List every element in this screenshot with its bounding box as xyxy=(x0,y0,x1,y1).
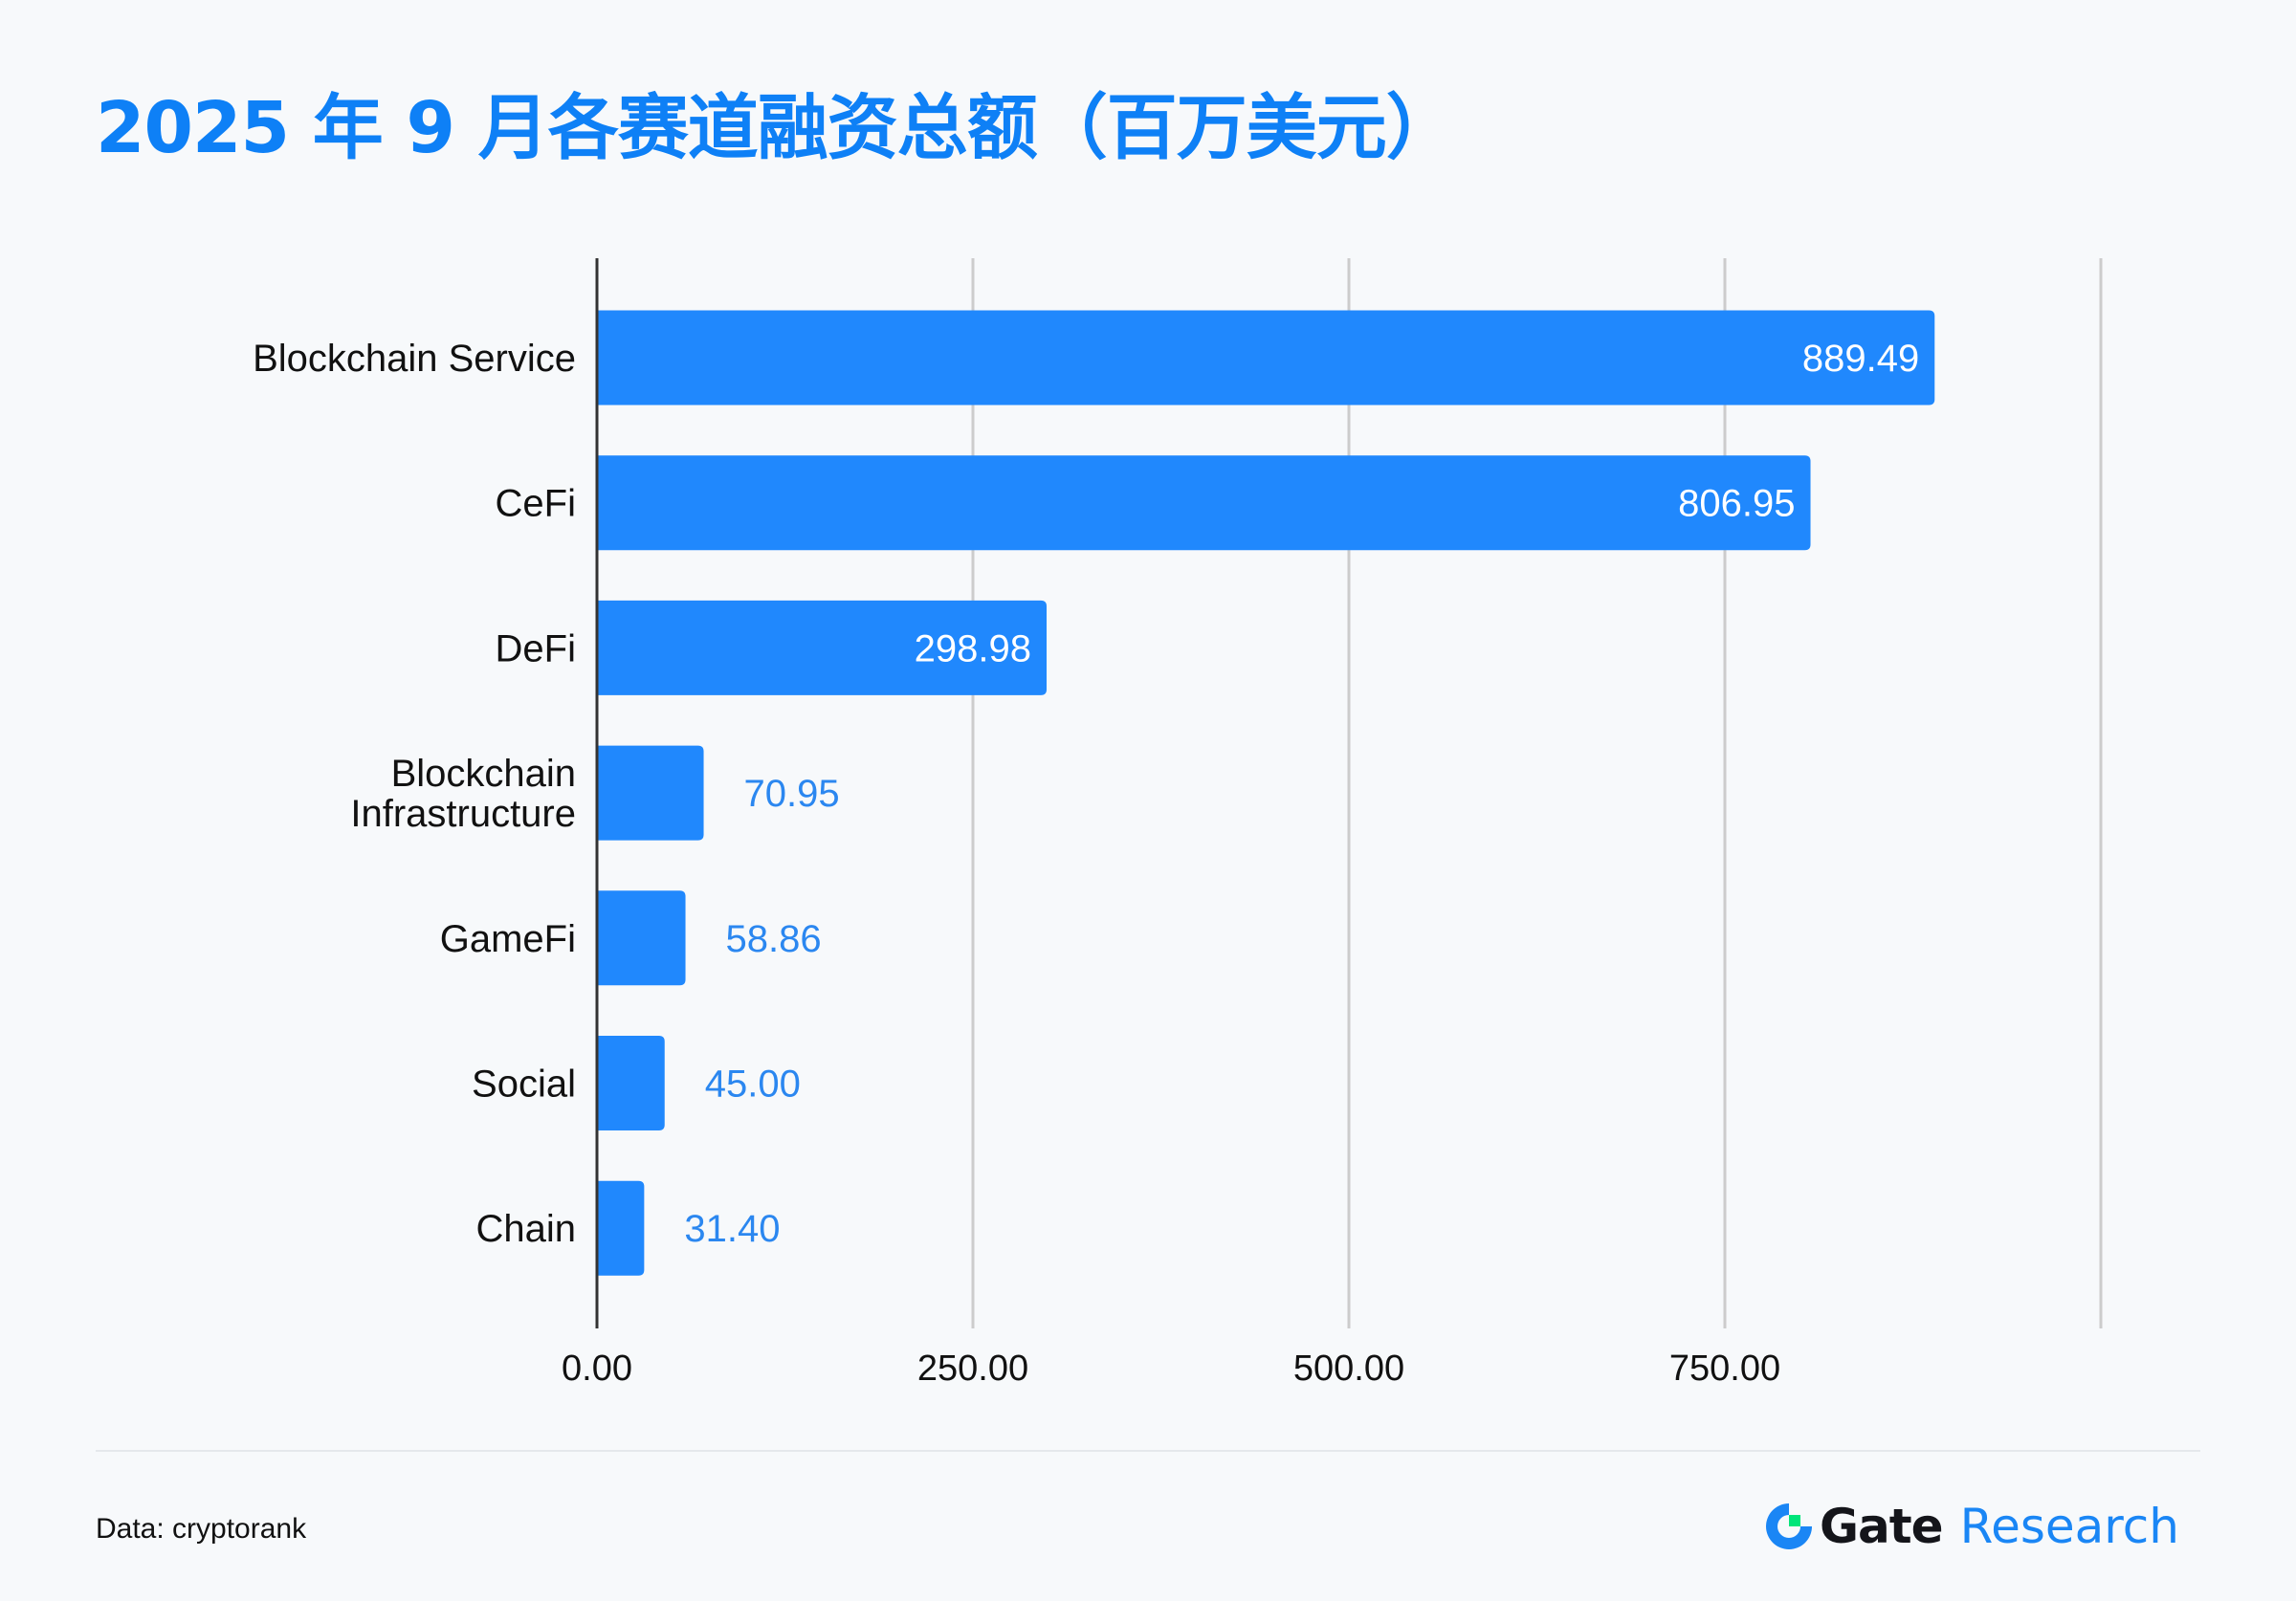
bar xyxy=(597,890,686,986)
category-label: Social xyxy=(472,1064,576,1106)
logo-brand-text: Gate xyxy=(1820,1499,1944,1554)
value-labels: 889.49 806.95 298.98 70.95 58.86 45.00 31.40 xyxy=(684,338,1919,1250)
bar xyxy=(597,310,1935,406)
gate-logo-icon xyxy=(1766,1503,1812,1549)
x-tick-labels: 0.00 250.00 500.00 750.00 xyxy=(562,1349,1780,1389)
value-label: 889.49 xyxy=(1802,338,1919,380)
value-label: 298.98 xyxy=(915,627,1031,669)
category-labels: Blockchain Service CeFi DeFi BlockchainInfr… xyxy=(253,338,576,1250)
x-tick-label: 500.00 xyxy=(1293,1349,1404,1389)
bar xyxy=(597,455,1811,551)
value-label: 806.95 xyxy=(1678,483,1795,525)
x-tick-label: 250.00 xyxy=(917,1349,1028,1389)
category-label: Blockchain Service xyxy=(253,338,576,380)
bar xyxy=(597,745,704,841)
category-label: Infrastructure xyxy=(350,793,576,835)
logo-sub-text: Research xyxy=(1959,1499,2179,1554)
x-tick-label: 0.00 xyxy=(562,1349,632,1389)
chart-title: 2025 年 9 月各赛道融资总额（百万美元） xyxy=(96,87,1457,169)
footer-divider xyxy=(96,1450,2200,1452)
category-label: DeFi xyxy=(496,627,576,669)
category-label: GameFi xyxy=(440,918,576,960)
bar-chart: Blockchain Service CeFi DeFi BlockchainInfr… xyxy=(253,258,2103,1389)
bar xyxy=(597,600,1047,695)
gate-research-logo: Gate Research xyxy=(1762,1498,2179,1555)
value-label: 45.00 xyxy=(705,1064,801,1106)
data-source: Data: cryptorank xyxy=(96,1513,307,1545)
bars xyxy=(597,310,1935,1276)
x-tick-label: 750.00 xyxy=(1669,1349,1780,1389)
value-label: 31.40 xyxy=(684,1208,780,1250)
gridlines xyxy=(971,258,2103,1328)
category-label: Chain xyxy=(475,1208,576,1250)
bar xyxy=(597,1036,665,1130)
bar xyxy=(597,1180,645,1276)
value-label: 58.86 xyxy=(726,918,822,960)
category-label: CeFi xyxy=(496,483,576,525)
value-label: 70.95 xyxy=(744,773,840,815)
category-label: Blockchain xyxy=(391,753,576,795)
